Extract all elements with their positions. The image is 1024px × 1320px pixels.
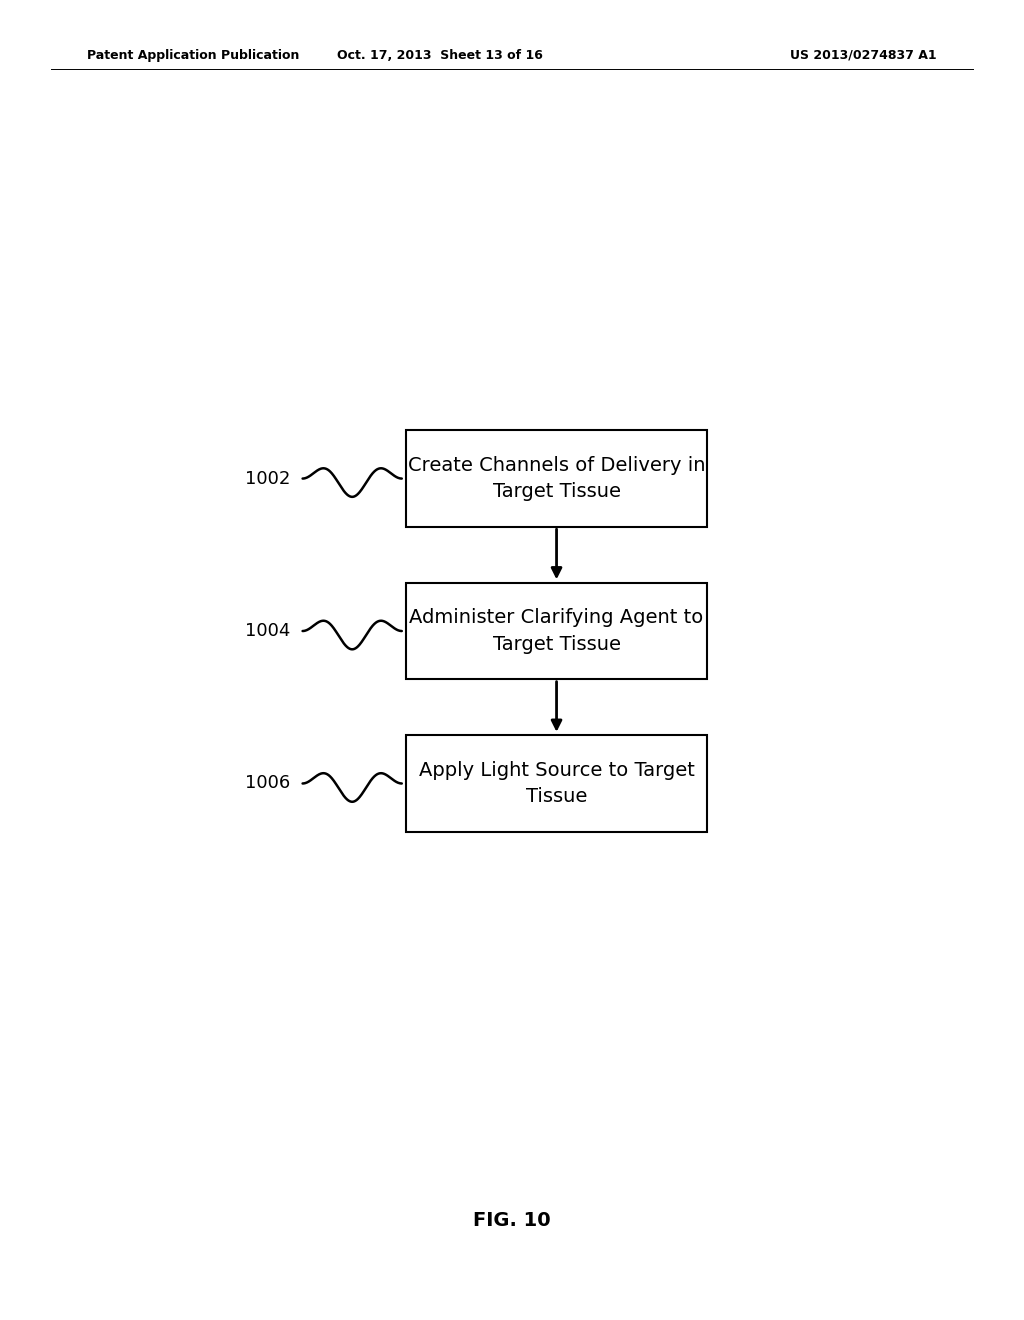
- Text: 1002: 1002: [246, 470, 291, 487]
- Text: Administer Clarifying Agent to
Target Tissue: Administer Clarifying Agent to Target Ti…: [410, 609, 703, 653]
- Text: Patent Application Publication: Patent Application Publication: [87, 49, 299, 62]
- Text: Oct. 17, 2013  Sheet 13 of 16: Oct. 17, 2013 Sheet 13 of 16: [337, 49, 544, 62]
- Text: 1006: 1006: [246, 775, 291, 792]
- Text: Create Channels of Delivery in
Target Tissue: Create Channels of Delivery in Target Ti…: [408, 455, 706, 502]
- Text: FIG. 10: FIG. 10: [473, 1212, 551, 1230]
- Text: 1004: 1004: [246, 622, 291, 640]
- Bar: [406, 582, 708, 680]
- Bar: [406, 430, 708, 527]
- Text: US 2013/0274837 A1: US 2013/0274837 A1: [791, 49, 937, 62]
- Text: Apply Light Source to Target
Tissue: Apply Light Source to Target Tissue: [419, 760, 694, 807]
- Bar: [406, 735, 708, 832]
